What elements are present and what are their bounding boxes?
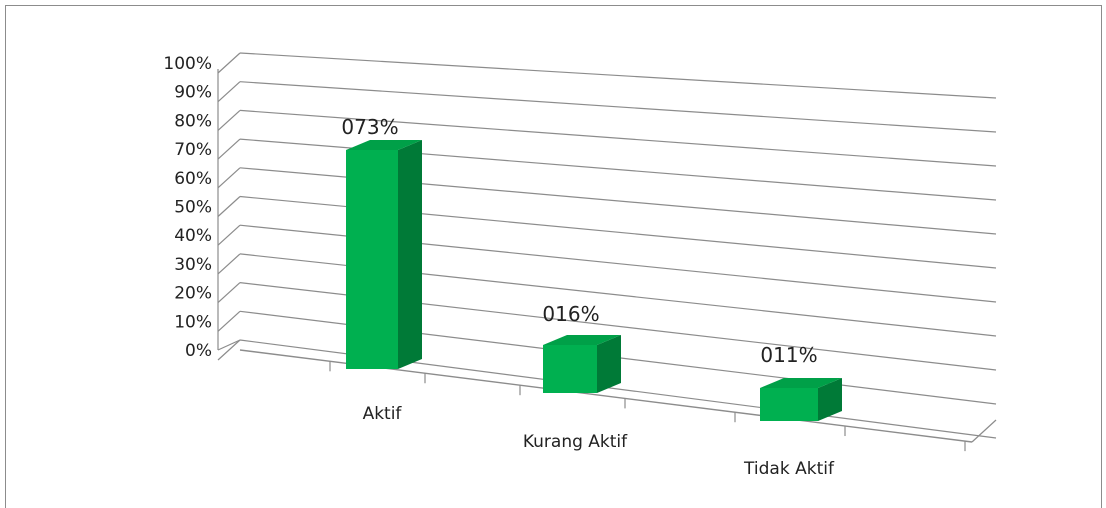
y-tick-label: 50% [174,198,212,218]
back-gridline [239,109,997,167]
bar-front [346,150,398,369]
floor-side-line [217,339,241,351]
bar-tidak-aktif [760,378,842,421]
side-gridline [217,310,241,332]
category-label: Kurang Aktif [523,432,628,452]
side-gridline [217,81,241,103]
y-tick-label: 100% [163,54,212,74]
bar-top [346,140,422,150]
bar-top [543,335,621,345]
y-tick-label: 60% [174,169,212,189]
side-gridline [217,224,241,246]
y-tick-labels: 0% 10% 20% 30% 40% 50% 60% 70% 80% 90% 100% [163,54,212,361]
bar-side [398,140,422,369]
bar-top [760,378,842,388]
y-tick-label: 10% [174,312,212,332]
y-tick-label: 90% [174,83,212,103]
bar-side [818,378,842,421]
category-label: Aktif [363,404,403,424]
bar-aktif [346,140,422,369]
category-label: Tidak Aktif [743,459,835,479]
y-tick-label: 40% [174,226,212,246]
data-label: 011% [760,343,817,367]
data-labels: 073% 016% 011% [341,115,817,367]
axes [217,69,997,452]
data-label: 073% [341,115,398,139]
side-gridline [217,52,241,74]
data-label: 016% [542,302,599,326]
bar-side [597,335,621,393]
back-gridline [239,52,997,99]
side-gridline [217,282,241,304]
y-tick-label: 30% [174,255,212,275]
side-gridline [217,196,241,217]
y-tick-label: 0% [185,341,212,361]
bar-kurang-aktif [543,335,621,393]
bars [346,140,842,421]
side-gridline [217,138,241,160]
back-gridline [239,81,997,133]
y-tick-label: 20% [174,284,212,304]
floor-right-edge [971,419,997,443]
y-tick-label: 80% [174,111,212,131]
y-tick-label: 70% [174,140,212,160]
side-gridline [217,167,241,189]
category-labels: Aktif Kurang Aktif Tidak Aktif [363,404,835,479]
side-gridline [217,339,241,361]
side-gridline [217,109,241,131]
bar-front [760,388,818,421]
side-gridline [217,253,241,275]
bar-front [543,345,597,393]
